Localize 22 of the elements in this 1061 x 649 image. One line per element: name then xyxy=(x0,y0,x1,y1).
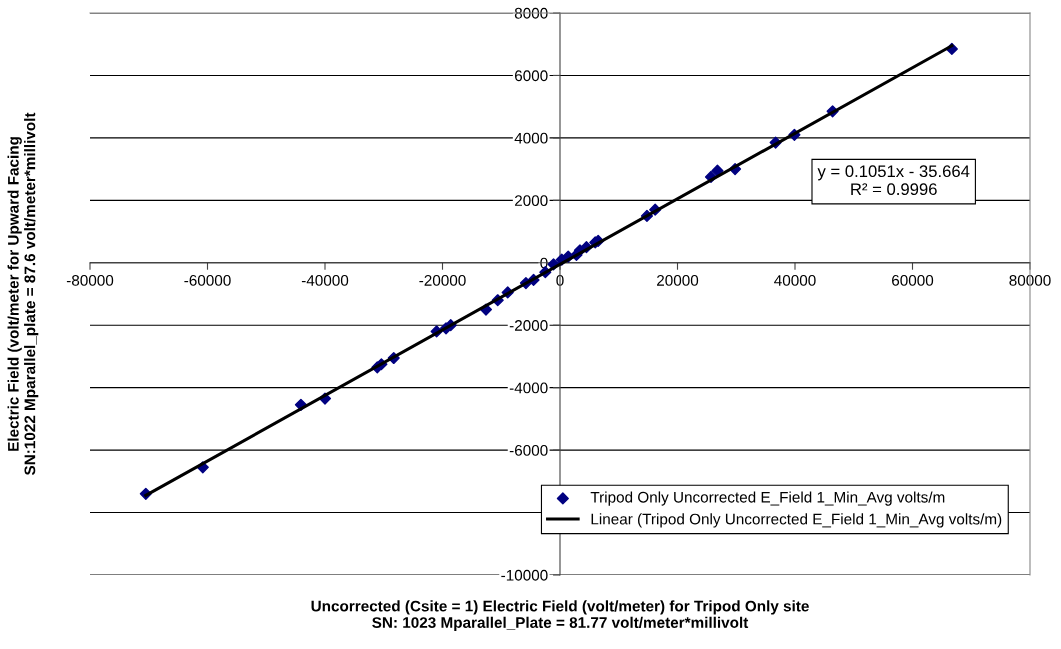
x-tick-label: 80000 xyxy=(1009,274,1051,286)
x-tick-label: 60000 xyxy=(892,274,934,286)
y-tick-label: -4000 xyxy=(509,382,548,394)
y-tick-label: 6000 xyxy=(514,70,548,82)
y-tick-label: 4000 xyxy=(514,132,548,144)
legend-label: Tripod Only Uncorrected E_Field 1_Min_Avg volts/m xyxy=(590,491,945,506)
legend-label: Linear (Tripod Only Uncorrected E_Field 1_Min_Avg volts/m) xyxy=(591,513,1002,528)
y-tick-label: 8000 xyxy=(514,7,548,19)
y-tick-label: -6000 xyxy=(509,444,548,456)
x-tick-label: -60000 xyxy=(184,274,231,286)
y-tick-label: -10000 xyxy=(501,569,548,581)
x-tick-label: -40000 xyxy=(301,274,349,286)
x-axis-title: Uncorrected (Csite = 1) Electric Field (volt/meter) for Tripod Only site SN: 1023 Mparallel_Plate = 81.77 volt/meter*millivolt xyxy=(311,600,809,631)
y-tick-label: -2000 xyxy=(509,320,548,331)
x-tick-label: 40000 xyxy=(774,274,816,286)
x-tick-label: -20000 xyxy=(419,274,466,286)
annotation: y = 0.1051x - 35.664 R² = 0.9996 xyxy=(817,165,970,196)
y-axis-title: Electric Field (volt/meter for Upward Facing SN:1022 Mparallel_plate = 87.6 volt/meter*millivolt xyxy=(7,112,39,476)
y-tick-label: 2000 xyxy=(514,195,548,207)
x-tick-label: 0 xyxy=(556,274,564,286)
x-tick-label: -80000 xyxy=(66,274,114,286)
x-tick-label: 20000 xyxy=(657,274,699,286)
